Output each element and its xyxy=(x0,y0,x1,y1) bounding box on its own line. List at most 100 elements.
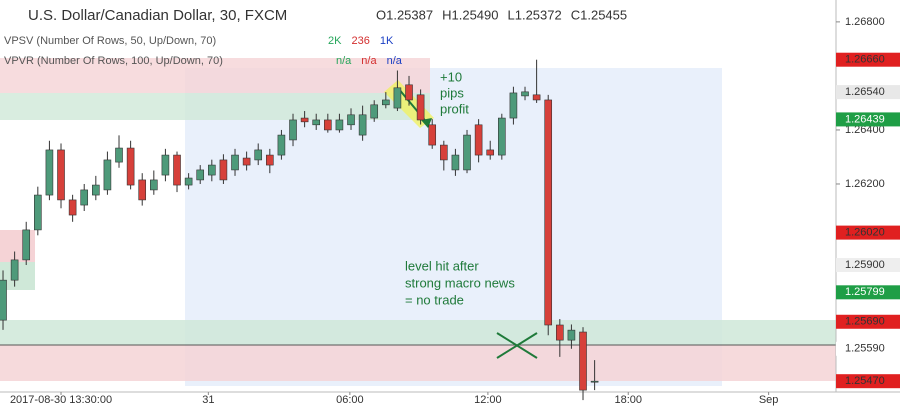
support-zone xyxy=(0,320,836,345)
annotation: pips xyxy=(440,85,464,100)
arrow-head xyxy=(421,118,432,128)
candle-body xyxy=(532,94,541,101)
indicator-reading: n/a xyxy=(387,55,403,67)
candle-body xyxy=(521,91,529,97)
price-tag-label: 1.26020 xyxy=(845,227,885,239)
candle-body xyxy=(196,169,205,181)
price-tag xyxy=(836,85,900,100)
candle-body xyxy=(10,259,19,281)
price-tag xyxy=(836,341,900,356)
price-tag-label: 1.26439 xyxy=(845,113,885,125)
candle-body xyxy=(544,99,553,326)
resistance-zone xyxy=(0,58,430,93)
candle-body xyxy=(556,324,564,341)
candle-body xyxy=(335,119,344,131)
candle-body xyxy=(57,149,65,201)
candle-body xyxy=(150,179,158,191)
price-tag xyxy=(836,258,900,273)
candle-body xyxy=(115,147,123,163)
candle-body xyxy=(277,134,286,156)
candle-body xyxy=(173,154,181,186)
cross xyxy=(496,332,538,359)
x-tick-label: 06:00 xyxy=(336,394,364,406)
candle-body xyxy=(0,279,7,321)
price-tag xyxy=(836,314,900,329)
x-tick-label: 2017-08-30 13:30:00 xyxy=(10,394,112,406)
candle-body xyxy=(254,149,263,161)
ticks: 1.26800 1.26400 1.26200 1.26660 1.26540 1.264… xyxy=(10,16,900,406)
indicator-reading: n/a xyxy=(336,55,352,67)
candle-body xyxy=(370,104,379,119)
candle-body xyxy=(347,114,355,126)
candle-body xyxy=(45,149,54,196)
ohlc-value: H1.25490 xyxy=(442,7,498,22)
price-tag-label: 1.25590 xyxy=(845,343,885,355)
candle-body xyxy=(266,154,274,166)
candle-body xyxy=(34,194,42,231)
candle-body xyxy=(80,189,89,206)
price-tag xyxy=(836,285,900,300)
ohlc-value: O1.25387 xyxy=(376,7,433,22)
candle-body xyxy=(103,159,112,191)
price-tag xyxy=(836,112,900,127)
candle-body xyxy=(312,119,321,126)
annotation: level hit after xyxy=(405,258,479,273)
candle-body xyxy=(382,99,390,106)
x-tick-label: 31 xyxy=(202,394,214,406)
annotation: +10 xyxy=(440,69,462,84)
price-tag-label: 1.25799 xyxy=(845,286,885,298)
support-zone xyxy=(0,93,430,120)
y-tick-label: 1.26400 xyxy=(845,124,885,136)
x-tick-label: Sep xyxy=(759,394,779,406)
annotation: profit xyxy=(440,101,469,116)
candle-body xyxy=(219,159,228,181)
candles xyxy=(0,59,599,401)
candle-body xyxy=(440,144,448,161)
x-tick-label: 18:00 xyxy=(614,394,642,406)
price-tag-label: 1.26540 xyxy=(845,86,885,98)
annotation: = no trade xyxy=(405,292,464,307)
candle-body xyxy=(463,134,471,171)
resistance-zone xyxy=(0,345,836,381)
candle-body xyxy=(474,124,483,156)
chart-title: U.S. Dollar/Canadian Dollar, 30, FXCM xyxy=(28,7,287,24)
candle-body xyxy=(208,164,216,176)
candle-body xyxy=(498,117,506,156)
candle-body xyxy=(231,154,239,171)
candle-body xyxy=(300,117,309,123)
candle-body xyxy=(324,119,332,131)
candle-body xyxy=(358,114,367,136)
candle-body xyxy=(22,229,31,261)
indicator-name: VPVR (Number Of Rows, 100, Up/Down, 70) xyxy=(4,55,223,67)
indicator-name: VPSV (Number Of Rows, 50, Up/Down, 70) xyxy=(4,35,216,47)
price-tag-label: 1.26660 xyxy=(845,54,885,66)
indicator-reading: n/a xyxy=(361,55,377,67)
indicator-reading: 1K xyxy=(380,35,394,47)
annotation: strong macro news xyxy=(405,275,515,290)
candle-body xyxy=(138,179,147,201)
ohlc-header: O1.25387 H1.25490 L1.25372 C1.25455 xyxy=(376,7,627,22)
candle-body xyxy=(161,154,170,176)
price-tag xyxy=(836,52,900,67)
price-tag xyxy=(836,374,900,389)
candle-body xyxy=(509,92,518,119)
candle-body xyxy=(405,84,413,101)
candle-body xyxy=(590,380,599,383)
candle-body xyxy=(68,199,77,216)
candle-body xyxy=(416,94,425,121)
indicator-reading: 236 xyxy=(351,35,369,47)
price-tag-label: 1.25900 xyxy=(845,259,885,271)
candle-body xyxy=(92,184,100,196)
candle-body xyxy=(126,147,135,186)
ohlc-value: C1.25455 xyxy=(571,7,627,22)
ohlc-value: L1.25372 xyxy=(508,7,562,22)
candle-body xyxy=(289,119,297,141)
candle-body xyxy=(184,177,193,186)
indicators: VPSV (Number Of Rows, 50, Up/Down, 70) 2K… xyxy=(4,35,403,67)
candle-body xyxy=(451,154,460,171)
candle-body xyxy=(428,124,437,146)
price-tag-label: 1.25470 xyxy=(845,375,885,387)
candle-body xyxy=(567,329,576,341)
